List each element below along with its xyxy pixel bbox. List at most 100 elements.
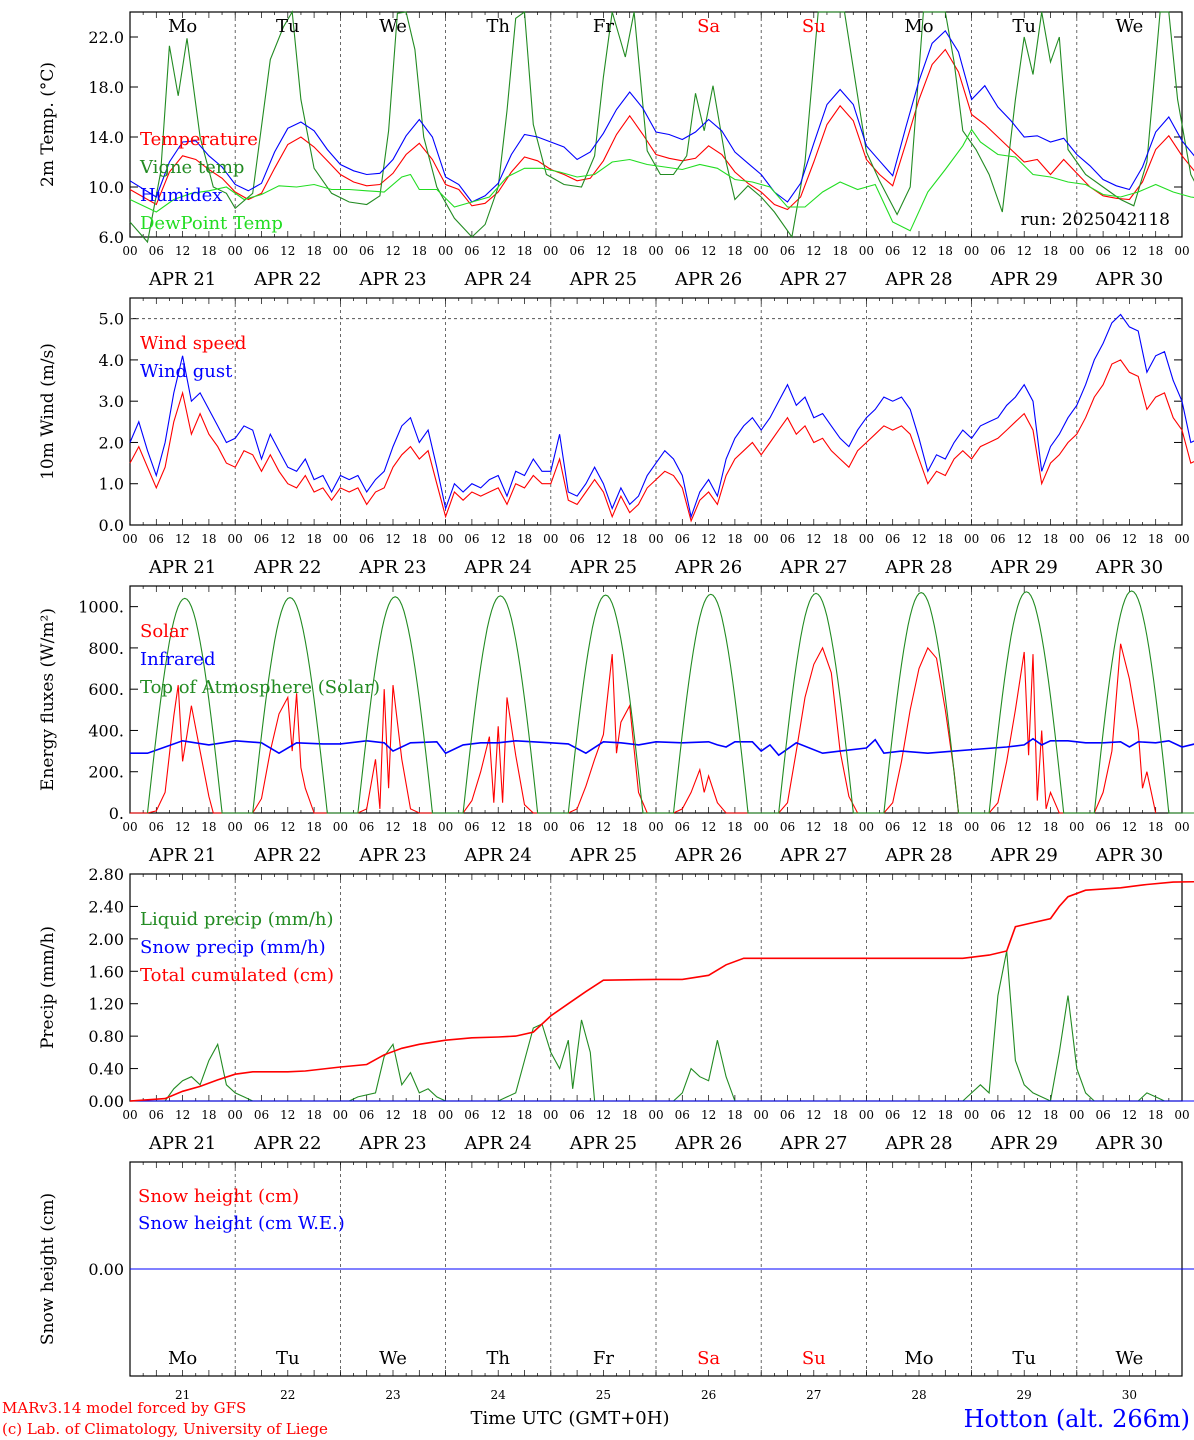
hour-tick-label: 06 bbox=[569, 1108, 584, 1122]
hour-tick-label: 12 bbox=[1017, 532, 1032, 546]
hour-tick-label: 00 bbox=[964, 532, 979, 546]
hour-tick-label: 12 bbox=[280, 244, 295, 258]
legend-entry: DewPoint Temp bbox=[140, 213, 283, 234]
hour-tick-label: 06 bbox=[254, 820, 269, 834]
date-label: APR 24 bbox=[464, 557, 532, 578]
hour-tick-label: 00 bbox=[859, 1108, 874, 1122]
y-tick-label: 400. bbox=[88, 721, 124, 740]
y-tick-label: 2.40 bbox=[88, 897, 124, 916]
hour-tick-label: 00 bbox=[228, 1108, 243, 1122]
date-label: APR 27 bbox=[779, 1133, 847, 1154]
hour-tick-label: 12 bbox=[175, 244, 190, 258]
hour-tick-label: 00 bbox=[1069, 244, 1084, 258]
panel-2 bbox=[129, 297, 1194, 526]
date-label: APR 28 bbox=[884, 1133, 952, 1154]
y-tick-label: 3.0 bbox=[99, 392, 124, 411]
panel-1 bbox=[129, 10, 1194, 244]
series-line bbox=[146, 590, 1194, 814]
y-tick-label: 2.0 bbox=[99, 433, 124, 452]
date-label: APR 29 bbox=[990, 557, 1058, 578]
hour-tick-label: 18 bbox=[517, 532, 532, 546]
hour-tick-label: 00 bbox=[333, 532, 348, 546]
date-label: APR 21 bbox=[148, 1133, 216, 1154]
legend-entry: Wind speed bbox=[140, 333, 246, 354]
date-label: APR 23 bbox=[358, 1133, 426, 1154]
hour-tick-label: 12 bbox=[1122, 532, 1137, 546]
legend-entry: Vigne temp bbox=[139, 157, 244, 178]
weekday-label: We bbox=[1116, 16, 1144, 37]
hour-tick-label: 12 bbox=[491, 820, 506, 834]
y-axis-label: Energy fluxes (W/m²) bbox=[38, 608, 58, 791]
day-number-label: 30 bbox=[1122, 1388, 1137, 1402]
hour-tick-label: 12 bbox=[701, 1108, 716, 1122]
hour-tick-label: 00 bbox=[228, 244, 243, 258]
date-label: APR 27 bbox=[779, 557, 847, 578]
hour-tick-label: 06 bbox=[464, 532, 479, 546]
date-label: APR 28 bbox=[884, 845, 952, 866]
date-label: APR 29 bbox=[990, 845, 1058, 866]
hour-tick-label: 06 bbox=[464, 244, 479, 258]
day-number-label: 23 bbox=[385, 1388, 400, 1402]
date-label: APR 27 bbox=[779, 269, 847, 290]
hour-tick-label: 06 bbox=[254, 532, 269, 546]
hour-tick-label: 06 bbox=[149, 1108, 164, 1122]
hour-tick-label: 06 bbox=[990, 820, 1005, 834]
series-line bbox=[129, 128, 1194, 232]
y-tick-label: 14.0 bbox=[88, 128, 124, 147]
hour-tick-label: 06 bbox=[990, 1108, 1005, 1122]
weekday-label: Tu bbox=[1012, 1348, 1036, 1369]
y-tick-label: 22.0 bbox=[88, 28, 124, 47]
hour-tick-label: 12 bbox=[1122, 1108, 1137, 1122]
y-tick-label: 1000. bbox=[78, 598, 124, 617]
legend-entry: Top of Atmosphere (Solar) bbox=[140, 677, 380, 698]
hour-tick-label: 06 bbox=[1095, 1108, 1110, 1122]
hour-tick-label: 18 bbox=[727, 532, 742, 546]
hour-tick-label: 12 bbox=[911, 820, 926, 834]
y-axis-label: 10m Wind (m/s) bbox=[38, 343, 58, 480]
hour-tick-label: 06 bbox=[675, 820, 690, 834]
day-number-label: 21 bbox=[175, 1388, 190, 1402]
hour-tick-label: 00 bbox=[438, 820, 453, 834]
date-label: APR 24 bbox=[464, 269, 532, 290]
hour-tick-label: 18 bbox=[1148, 532, 1163, 546]
weekday-label: Sa bbox=[697, 16, 720, 37]
date-label: APR 30 bbox=[1095, 557, 1163, 578]
hour-tick-label: 06 bbox=[464, 820, 479, 834]
hour-tick-label: 18 bbox=[622, 820, 637, 834]
date-label: APR 25 bbox=[569, 1133, 637, 1154]
hour-tick-label: 12 bbox=[385, 1108, 400, 1122]
series-line bbox=[130, 643, 1157, 814]
weekday-label: We bbox=[1116, 1348, 1144, 1369]
date-label: APR 22 bbox=[253, 557, 321, 578]
y-tick-label: 800. bbox=[88, 639, 124, 658]
hour-tick-label: 18 bbox=[1043, 820, 1058, 834]
date-label: APR 21 bbox=[148, 557, 216, 578]
hour-tick-label: 00 bbox=[1174, 820, 1189, 834]
hour-tick-label: 18 bbox=[412, 532, 427, 546]
hour-tick-label: 00 bbox=[122, 532, 137, 546]
date-label: APR 25 bbox=[569, 269, 637, 290]
y-tick-label: 18.0 bbox=[88, 78, 124, 97]
series-line bbox=[129, 10, 1194, 244]
hour-tick-label: 12 bbox=[385, 244, 400, 258]
weekday-label: Fr bbox=[593, 1348, 614, 1369]
legend-entry: Snow height (cm) bbox=[138, 1186, 299, 1207]
hour-tick-label: 00 bbox=[543, 244, 558, 258]
weekday-label: Th bbox=[486, 16, 510, 37]
hour-tick-label: 18 bbox=[201, 820, 216, 834]
date-label: APR 29 bbox=[990, 1133, 1058, 1154]
date-label: APR 21 bbox=[148, 269, 216, 290]
date-label: APR 23 bbox=[358, 269, 426, 290]
legend-entry: Snow precip (mm/h) bbox=[140, 937, 326, 958]
hour-tick-label: 00 bbox=[964, 244, 979, 258]
hour-tick-label: 18 bbox=[1043, 244, 1058, 258]
hour-tick-label: 00 bbox=[543, 532, 558, 546]
date-label: APR 26 bbox=[674, 845, 742, 866]
hour-tick-label: 06 bbox=[1095, 820, 1110, 834]
hour-tick-label: 00 bbox=[964, 820, 979, 834]
hour-tick-label: 12 bbox=[701, 244, 716, 258]
y-tick-label: 1.20 bbox=[88, 995, 124, 1014]
hour-tick-label: 00 bbox=[648, 1108, 663, 1122]
hour-tick-label: 18 bbox=[517, 244, 532, 258]
hour-tick-label: 06 bbox=[569, 532, 584, 546]
